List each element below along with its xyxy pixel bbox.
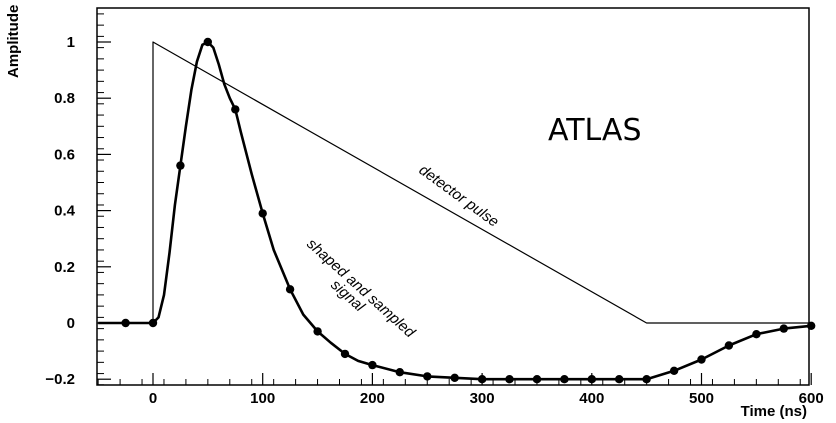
- y-tick-label: 0.6: [54, 146, 75, 163]
- annotation-detector-pulse: detector pulse: [416, 161, 502, 230]
- markers-layer: [121, 37, 816, 384]
- sample-point: [669, 366, 679, 375]
- annotation-shaped-and-sampled: shaped and sampled: [303, 235, 418, 341]
- x-tick-label: 300: [470, 390, 495, 407]
- sample-point: [176, 161, 185, 170]
- sample-point: [615, 375, 624, 384]
- sample-point: [532, 375, 542, 384]
- x-tick-label: 200: [360, 390, 385, 407]
- sample-point: [285, 285, 295, 294]
- sample-point: [807, 321, 816, 330]
- sample-point: [121, 318, 130, 328]
- y-tick-label: 0.8: [54, 90, 75, 107]
- sample-point: [752, 330, 761, 339]
- shaped-signal-line: [98, 40, 812, 381]
- sample-point: [203, 37, 212, 47]
- y-axis-label: Amplitude: [5, 5, 22, 78]
- y-tick-label: 0.2: [54, 259, 75, 276]
- sample-point: [450, 373, 459, 382]
- y-tick-label: 0: [67, 315, 75, 332]
- axis-ticks: [97, 13, 812, 386]
- sample-point: [560, 375, 569, 384]
- y-tick-label: −0.2: [45, 371, 75, 388]
- y-tick-label: 1: [67, 34, 75, 51]
- x-axis-label: Time (ns): [741, 403, 807, 420]
- sample-point: [258, 209, 267, 218]
- sample-point: [587, 375, 596, 384]
- atlas-logo: ATLAS: [548, 113, 642, 148]
- series-layer: [98, 40, 812, 381]
- sample-point: [368, 360, 377, 370]
- x-tick-label: 400: [579, 390, 604, 407]
- sample-point: [423, 372, 432, 381]
- x-tick-label: 500: [689, 390, 714, 407]
- sample-point: [395, 368, 404, 377]
- sample-point: [148, 318, 158, 328]
- tick-labels: 0 100 200 300 400 500 600 −0.2 0 0.2 0.4 0.6 0.8 1: [45, 34, 823, 407]
- sample-point: [313, 327, 322, 336]
- sample-point: [697, 355, 706, 364]
- sample-point: [340, 349, 350, 359]
- sample-point: [477, 375, 487, 384]
- sample-point: [724, 341, 734, 350]
- sample-point: [231, 105, 240, 114]
- sample-point: [505, 375, 514, 384]
- plot-frame: [96, 7, 810, 386]
- x-tick-label: 100: [250, 390, 275, 407]
- x-tick-label: 0: [149, 390, 157, 407]
- sample-point: [779, 324, 788, 333]
- x-tick-label: 600: [799, 390, 824, 407]
- y-tick-label: 0.4: [54, 203, 76, 220]
- sample-point: [642, 375, 651, 384]
